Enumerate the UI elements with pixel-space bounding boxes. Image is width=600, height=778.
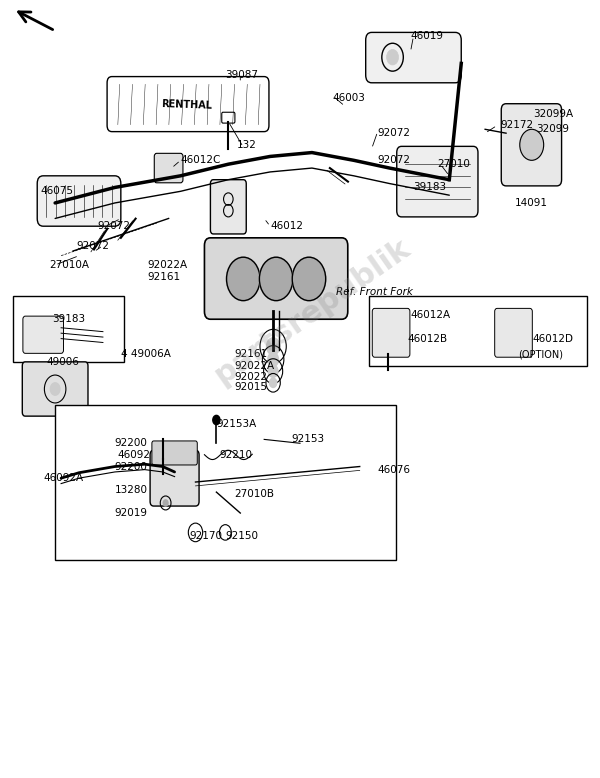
Circle shape bbox=[269, 378, 277, 387]
Text: 46012: 46012 bbox=[270, 221, 303, 231]
FancyBboxPatch shape bbox=[494, 308, 532, 357]
Text: 14091: 14091 bbox=[515, 198, 548, 208]
Text: 39183: 39183 bbox=[52, 314, 85, 324]
Text: 46092A: 46092A bbox=[43, 473, 83, 483]
Circle shape bbox=[213, 415, 220, 425]
Text: 46092: 46092 bbox=[118, 450, 151, 460]
Text: 92200: 92200 bbox=[115, 461, 148, 471]
Text: 92172: 92172 bbox=[500, 121, 533, 131]
FancyBboxPatch shape bbox=[22, 362, 88, 416]
Text: 46012A: 46012A bbox=[410, 310, 451, 321]
Bar bbox=[368, 296, 587, 366]
FancyBboxPatch shape bbox=[205, 238, 348, 319]
Text: 92170: 92170 bbox=[190, 531, 223, 541]
FancyBboxPatch shape bbox=[107, 76, 269, 131]
Text: 27010: 27010 bbox=[437, 159, 470, 169]
Text: 27010A: 27010A bbox=[49, 260, 89, 270]
Circle shape bbox=[520, 129, 544, 160]
Text: 92072: 92072 bbox=[377, 156, 410, 165]
Text: 46012C: 46012C bbox=[181, 156, 221, 165]
Text: 92072: 92072 bbox=[76, 240, 109, 251]
FancyBboxPatch shape bbox=[150, 450, 199, 506]
Text: 92161: 92161 bbox=[148, 272, 181, 282]
Circle shape bbox=[292, 258, 326, 300]
FancyBboxPatch shape bbox=[152, 441, 197, 465]
Text: 92072: 92072 bbox=[377, 128, 410, 138]
FancyBboxPatch shape bbox=[372, 308, 410, 357]
Text: 46075: 46075 bbox=[40, 186, 73, 196]
Text: partsrepublik: partsrepublik bbox=[209, 233, 415, 390]
Text: 32099A: 32099A bbox=[533, 109, 573, 119]
FancyBboxPatch shape bbox=[501, 103, 562, 186]
Text: 32099: 32099 bbox=[536, 124, 569, 135]
Text: 92022A: 92022A bbox=[235, 361, 274, 371]
Text: 92153: 92153 bbox=[291, 434, 324, 444]
Text: 46012B: 46012B bbox=[407, 334, 448, 344]
Circle shape bbox=[259, 258, 293, 300]
FancyBboxPatch shape bbox=[365, 33, 461, 82]
FancyBboxPatch shape bbox=[211, 180, 246, 234]
Text: 46003: 46003 bbox=[333, 93, 366, 103]
Text: 92015: 92015 bbox=[235, 383, 268, 392]
Text: 92022: 92022 bbox=[235, 372, 268, 381]
FancyBboxPatch shape bbox=[397, 146, 478, 217]
Text: 46076: 46076 bbox=[377, 465, 410, 475]
Text: 13280: 13280 bbox=[115, 485, 148, 495]
Text: 92150: 92150 bbox=[226, 531, 259, 541]
Text: RENTHAL: RENTHAL bbox=[161, 100, 212, 111]
FancyBboxPatch shape bbox=[222, 112, 235, 123]
Text: 46012D: 46012D bbox=[533, 334, 574, 344]
Text: 27010B: 27010B bbox=[235, 489, 274, 499]
Circle shape bbox=[268, 365, 278, 377]
FancyBboxPatch shape bbox=[37, 176, 121, 226]
Text: 92072: 92072 bbox=[97, 221, 130, 231]
Text: 92161: 92161 bbox=[235, 349, 268, 359]
Text: (OPTION): (OPTION) bbox=[518, 349, 563, 359]
Text: 46019: 46019 bbox=[410, 31, 443, 41]
Circle shape bbox=[50, 383, 60, 395]
Bar bbox=[13, 296, 124, 362]
Text: 4 49006A: 4 49006A bbox=[121, 349, 171, 359]
Circle shape bbox=[386, 50, 398, 65]
Bar bbox=[55, 405, 395, 559]
FancyBboxPatch shape bbox=[154, 153, 183, 183]
Text: 92019: 92019 bbox=[115, 508, 148, 518]
Text: 92153A: 92153A bbox=[217, 419, 257, 429]
Text: 92022A: 92022A bbox=[148, 260, 188, 270]
Text: 92210: 92210 bbox=[220, 450, 253, 460]
Circle shape bbox=[266, 338, 280, 355]
FancyBboxPatch shape bbox=[23, 316, 64, 353]
Circle shape bbox=[268, 352, 278, 366]
Text: 132: 132 bbox=[237, 140, 257, 150]
Text: 39087: 39087 bbox=[226, 70, 259, 80]
Text: Ref. Front Fork: Ref. Front Fork bbox=[336, 287, 413, 297]
Text: 39183: 39183 bbox=[413, 183, 446, 192]
Circle shape bbox=[163, 499, 168, 506]
Text: 49006: 49006 bbox=[46, 357, 79, 367]
Text: 92200: 92200 bbox=[115, 438, 148, 448]
Circle shape bbox=[227, 258, 260, 300]
